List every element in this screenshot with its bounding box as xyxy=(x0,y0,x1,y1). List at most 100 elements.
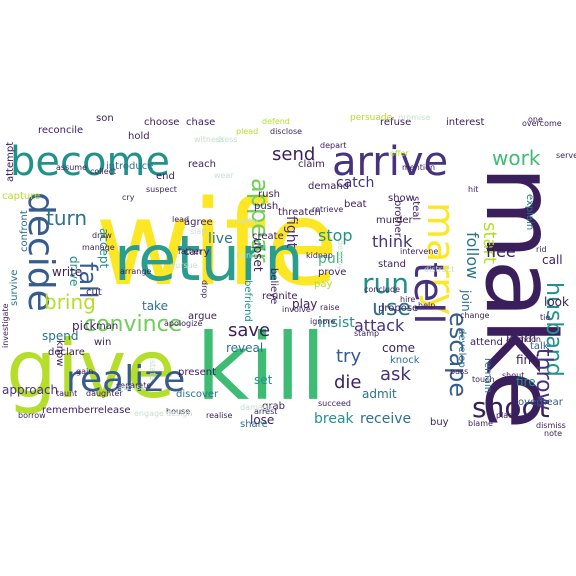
word: blame xyxy=(468,419,493,428)
word: turn xyxy=(46,206,88,230)
word: change xyxy=(460,311,490,320)
word: destroy xyxy=(336,240,345,271)
word: lead xyxy=(172,215,190,224)
word: drop xyxy=(200,280,209,299)
word: push xyxy=(254,201,279,212)
word: engage xyxy=(134,409,164,418)
word: hand xyxy=(236,251,257,260)
word: design xyxy=(166,409,193,418)
word: argue xyxy=(188,311,217,322)
word: disclose xyxy=(270,127,303,136)
word: lure xyxy=(502,301,518,310)
word: present xyxy=(178,367,217,378)
word: involve xyxy=(282,305,311,314)
word: kill xyxy=(196,314,326,421)
word: abandon xyxy=(506,335,541,344)
word: touch xyxy=(472,375,495,384)
word: catch xyxy=(336,175,375,191)
word: call xyxy=(542,253,563,267)
word: interest xyxy=(446,117,485,128)
word: hold xyxy=(128,131,150,142)
word: buy xyxy=(430,417,449,428)
word: refuse xyxy=(380,117,412,128)
word: suspect xyxy=(146,185,177,194)
word: dismiss xyxy=(536,421,566,430)
word: attend xyxy=(470,337,503,348)
word: try xyxy=(336,346,362,367)
word: prove xyxy=(318,267,347,278)
word: rid xyxy=(536,245,547,254)
word: house xyxy=(166,407,191,416)
word: think xyxy=(372,232,413,251)
word: become xyxy=(10,139,171,185)
word: slap xyxy=(190,227,207,236)
word: overcome xyxy=(522,119,562,128)
word: work xyxy=(492,146,541,170)
word: tie xyxy=(540,313,551,322)
word: witness xyxy=(194,135,225,144)
word: stand xyxy=(378,259,406,270)
word: find xyxy=(516,353,539,367)
word: shoot xyxy=(472,391,550,424)
word: show xyxy=(388,193,414,204)
word: look xyxy=(544,295,569,309)
word: conclude xyxy=(364,285,401,294)
word: flee xyxy=(486,242,516,261)
word: wear xyxy=(214,171,234,180)
word: declare xyxy=(48,347,85,358)
word: grab xyxy=(262,401,285,412)
word: taunt xyxy=(56,389,78,398)
word: share xyxy=(240,419,268,430)
word: ignore xyxy=(310,317,336,326)
word: come xyxy=(382,341,416,355)
word: rush xyxy=(258,189,280,200)
word: hit xyxy=(468,185,479,194)
word: offer xyxy=(390,149,409,158)
word: arrest xyxy=(254,407,278,416)
word: state xyxy=(148,360,157,381)
word: propose xyxy=(378,303,419,314)
word: give xyxy=(6,323,176,416)
word: steal xyxy=(410,196,421,221)
word: carry xyxy=(184,247,210,258)
word: dress xyxy=(216,135,238,144)
word: choose xyxy=(144,117,180,128)
word: pick xyxy=(72,319,97,333)
word: apologize xyxy=(164,319,203,328)
word: run xyxy=(362,267,410,300)
word: join xyxy=(459,290,473,312)
word: murder xyxy=(376,215,413,226)
word: stamp xyxy=(354,329,380,338)
word: threaten xyxy=(278,207,321,218)
word: receive xyxy=(360,411,412,427)
word: cry xyxy=(122,193,135,202)
word: accuse xyxy=(118,383,146,392)
word: capture xyxy=(2,191,41,202)
word: realise xyxy=(206,411,233,420)
word: note xyxy=(544,429,563,438)
word: talk xyxy=(530,341,549,352)
word: intervene xyxy=(400,247,439,256)
word: approach xyxy=(2,383,59,397)
word: lose xyxy=(250,413,275,427)
word: serve xyxy=(556,151,576,160)
word: spend xyxy=(42,329,79,343)
word: retrieve xyxy=(312,205,344,214)
word: save xyxy=(228,320,271,341)
word: pull xyxy=(318,251,344,267)
word: befriend xyxy=(242,280,253,322)
word-cloud: wife make give kill return become arrive… xyxy=(0,112,576,472)
word: demand xyxy=(308,181,350,192)
word: persuade xyxy=(350,113,393,123)
word: arrive xyxy=(332,139,449,185)
word: use xyxy=(372,296,411,321)
word: fight xyxy=(283,216,299,249)
word: stop xyxy=(318,226,353,245)
word: one xyxy=(528,115,543,124)
word: send xyxy=(272,144,316,165)
word: hire xyxy=(400,295,416,304)
word: return xyxy=(114,222,304,295)
word: realize xyxy=(66,359,186,400)
word: play xyxy=(292,297,318,311)
word: depart xyxy=(320,141,347,150)
